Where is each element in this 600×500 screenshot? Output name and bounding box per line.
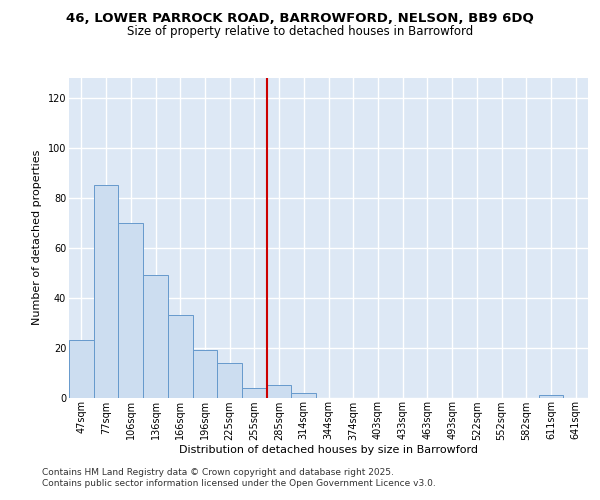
- Bar: [118, 222, 143, 398]
- X-axis label: Distribution of detached houses by size in Barrowford: Distribution of detached houses by size …: [179, 446, 478, 456]
- Bar: [242, 388, 267, 398]
- Text: Size of property relative to detached houses in Barrowford: Size of property relative to detached ho…: [127, 25, 473, 38]
- Bar: [267, 385, 292, 398]
- Bar: [143, 275, 168, 398]
- Bar: [69, 340, 94, 398]
- Y-axis label: Number of detached properties: Number of detached properties: [32, 150, 42, 325]
- Bar: [94, 185, 118, 398]
- Bar: [217, 362, 242, 398]
- Bar: [193, 350, 217, 398]
- Text: Contains HM Land Registry data © Crown copyright and database right 2025.
Contai: Contains HM Land Registry data © Crown c…: [42, 468, 436, 487]
- Bar: [539, 395, 563, 398]
- Text: 46, LOWER PARROCK ROAD, BARROWFORD, NELSON, BB9 6DQ: 46, LOWER PARROCK ROAD, BARROWFORD, NELS…: [66, 12, 534, 26]
- Bar: [168, 315, 193, 398]
- Bar: [292, 392, 316, 398]
